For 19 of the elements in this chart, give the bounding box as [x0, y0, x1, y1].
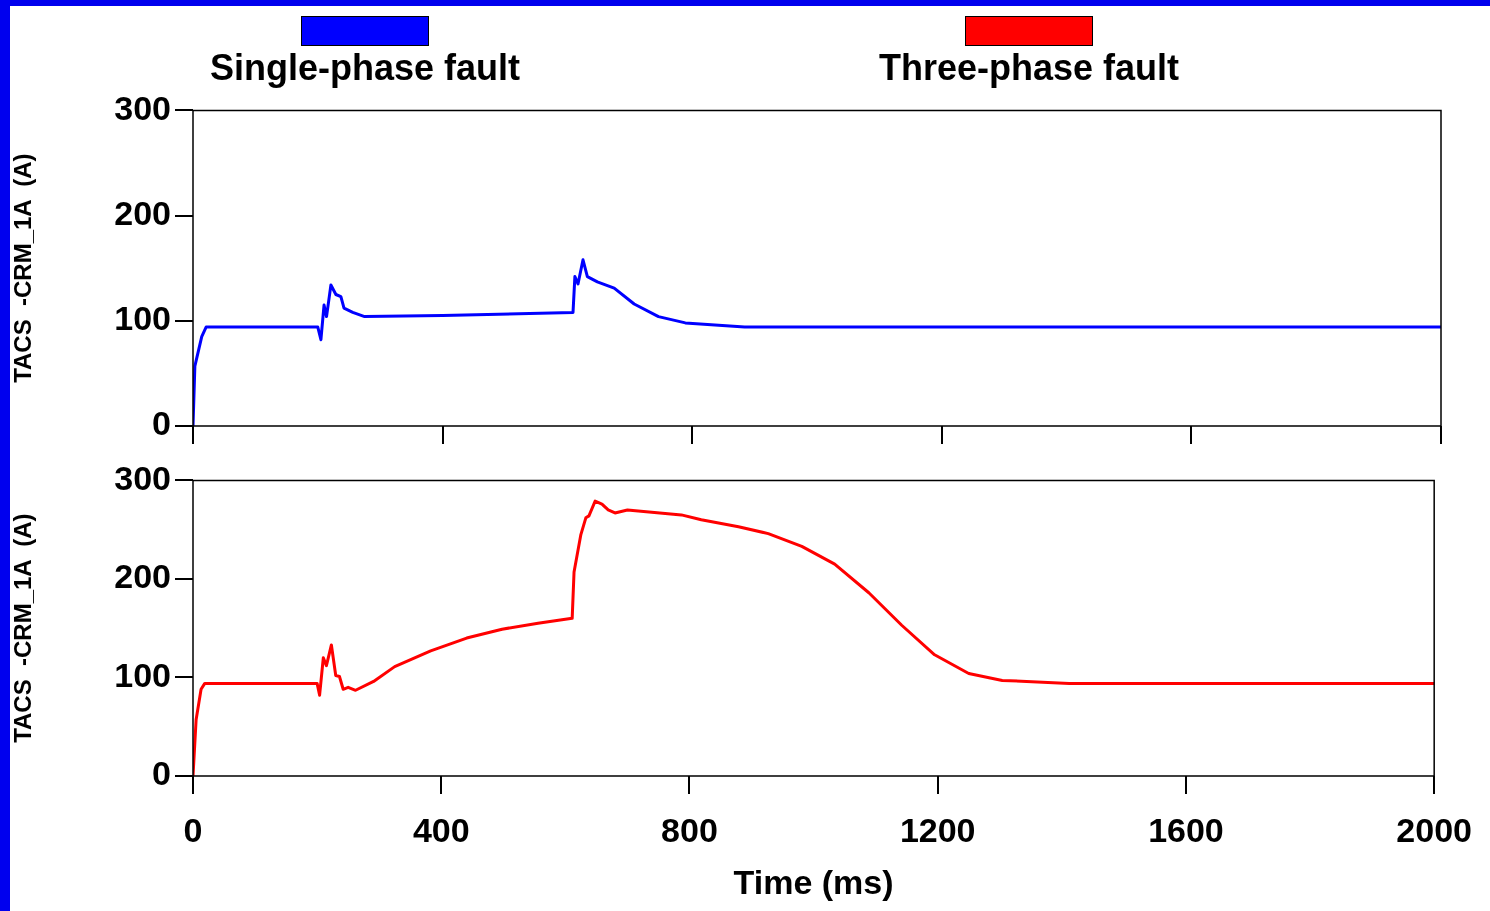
y-tick-label: 100: [114, 299, 171, 338]
legend-label: Three-phase fault: [878, 46, 1180, 90]
x-tick-label: 2000: [1396, 810, 1472, 849]
x-axis-title: Time (ms): [733, 862, 894, 901]
y-tick-label: 0: [152, 754, 171, 793]
y-tick-label: 200: [114, 193, 171, 232]
y-tick-label: 0: [152, 404, 171, 443]
x-tick-label: 1600: [1148, 810, 1224, 849]
legend-label: Single-phase fault: [209, 46, 521, 90]
y-tick-label: 300: [114, 88, 171, 127]
y-axis-title: TACS -CRM_1A (A): [9, 153, 37, 383]
y-tick-label: 300: [114, 458, 171, 497]
y-tick-label: 200: [114, 557, 171, 596]
y-tick-label: 100: [114, 655, 171, 694]
y-axis-title: TACS -CRM_1A (A): [9, 513, 37, 743]
x-tick-label: 800: [661, 810, 718, 849]
x-tick-label: 1200: [899, 810, 976, 849]
x-tick-label: 0: [183, 810, 203, 849]
x-tick-label: 400: [412, 810, 470, 849]
